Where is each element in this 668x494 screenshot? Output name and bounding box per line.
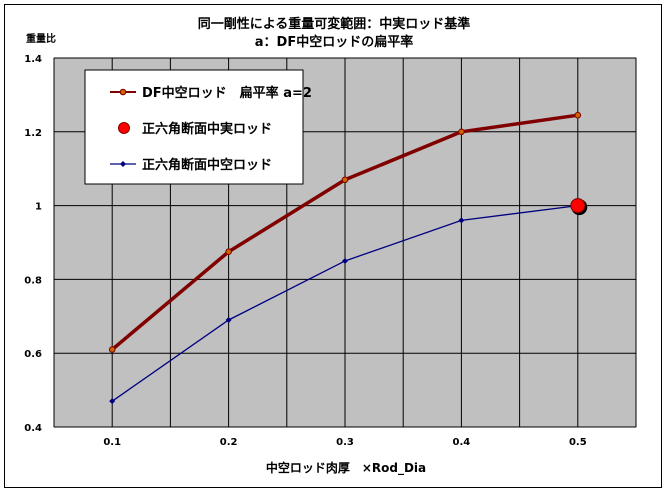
legend-swatch-marker-solid-hex <box>118 122 130 134</box>
data-point-df <box>341 176 349 184</box>
y-tick-label: 1 <box>35 202 42 213</box>
data-point-df <box>108 346 116 353</box>
x-tick-label: 0.5 <box>569 437 587 448</box>
x-tick-label: 0.1 <box>103 437 121 448</box>
tick-labels: 0.4 0.6 0.8 1 1.2 1.4 0.1 0.2 0.3 0.4 0.5 <box>24 54 586 448</box>
x-tick-label: 0.4 <box>453 437 471 448</box>
legend-entry-label: DF中空ロッド 扁平率 a=2 <box>142 85 312 101</box>
legend-entry-label: 正六角断面中実ロッド <box>142 121 272 137</box>
series-layer <box>108 111 588 405</box>
legend-swatch-marker-df <box>119 88 127 96</box>
grid-lines <box>53 57 637 428</box>
data-point-solid-hex <box>570 198 586 214</box>
legend-entry-label: 正六角断面中空ロッド <box>142 157 272 173</box>
x-tick-label: 0.2 <box>220 437 238 448</box>
chart-subtitle: a：DF中空ロッドの扁平率 <box>255 34 413 50</box>
y-tick-label: 1.2 <box>24 128 42 139</box>
data-point-hollow-hex <box>109 398 116 405</box>
data-point-hollow-hex <box>458 217 465 224</box>
y-tick-label: 0.4 <box>24 423 42 434</box>
x-axis-label: 中空ロッド肉厚 ×Rod_Dia <box>266 460 426 476</box>
legend-swatch-marker-hollow-hex <box>120 161 126 167</box>
data-point-hollow-hex <box>225 316 232 323</box>
data-point-df <box>458 128 465 136</box>
data-point-hollow-hex <box>342 257 348 264</box>
chart-title: 同一剛性による重量可変範囲：中実ロッド基準 <box>198 16 471 32</box>
data-point-df <box>574 111 582 119</box>
y-tick-label: 0.8 <box>24 275 42 286</box>
x-tick-label: 0.3 <box>336 437 354 448</box>
y-axis-label: 重量比 <box>26 32 56 45</box>
data-point-df <box>225 248 232 256</box>
y-tick-label: 1.4 <box>24 54 42 65</box>
y-tick-label: 0.6 <box>24 349 42 360</box>
